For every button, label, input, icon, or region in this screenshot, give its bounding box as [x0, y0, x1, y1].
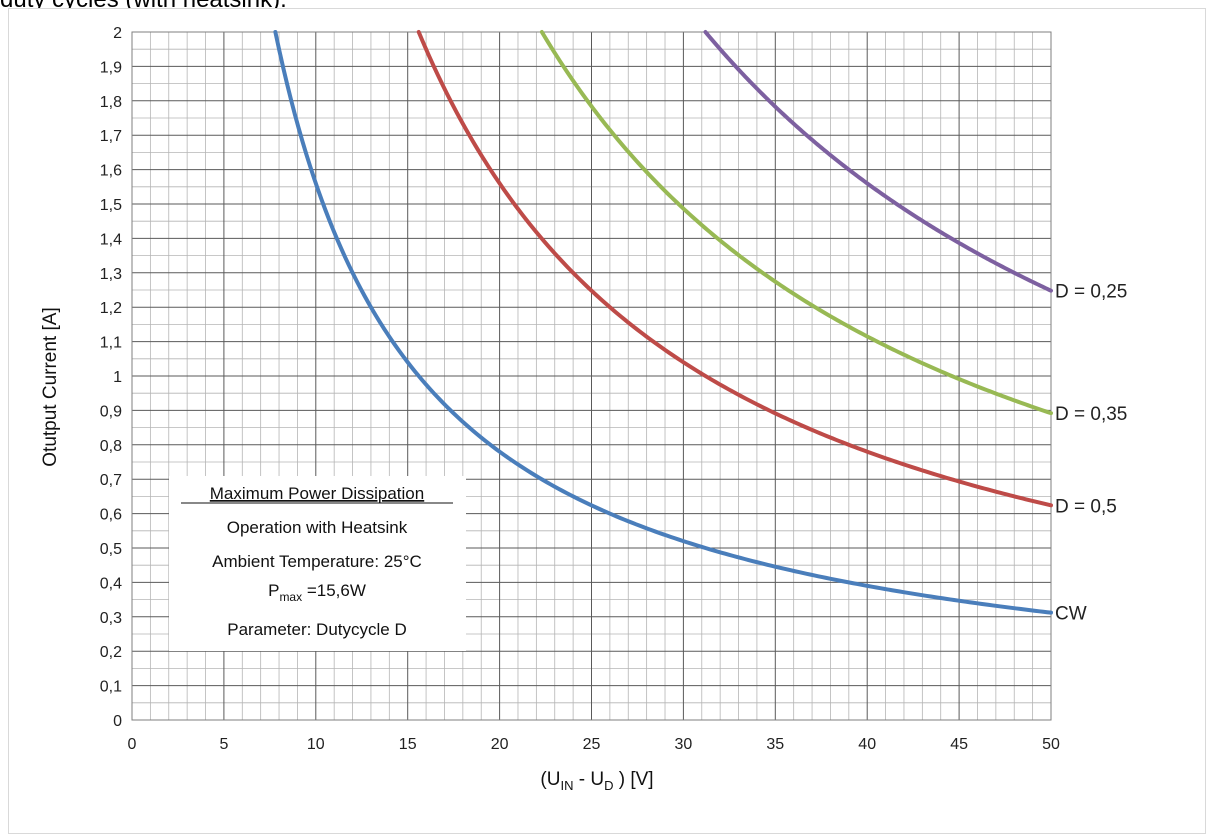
series-line [273, 30, 1053, 615]
y-tick-label: 0,8 [100, 438, 122, 455]
annotation-title: Maximum Power Dissipation [210, 484, 424, 503]
annotation-ambient-temperature: Ambient Temperature: 25°C [212, 552, 422, 571]
annotation-box: Maximum Power Dissipation Operation with… [169, 476, 466, 651]
series-end-label: D = 0,25 [1055, 282, 1127, 303]
y-tick-label: 0,9 [100, 403, 122, 420]
x-tick-label: 50 [1042, 736, 1060, 753]
y-tick-label: 0,3 [100, 610, 122, 627]
x-tick-label: 25 [583, 736, 601, 753]
series-end-label: CW [1055, 604, 1087, 625]
series-end-labels: CW D = 0,5 D = 0,35 D = 0,25 [1055, 282, 1127, 625]
y-tick-label: 0,6 [100, 507, 122, 524]
y-tick-label: 1,3 [100, 266, 122, 283]
plot-area-border [131, 31, 1052, 721]
pmax-subscript: max [279, 590, 302, 604]
x-tick-label: 30 [675, 736, 693, 753]
x-tick-label: 35 [766, 736, 784, 753]
x-tick-label: 40 [858, 736, 876, 753]
annotation-pmax: Pmax =15,6W [268, 581, 366, 604]
y-tick-label: 1,4 [100, 231, 122, 248]
chart-frame: 0 5 10 15 20 25 30 35 40 45 50 0 0,1 0,2 0,3 0,4 0,5 0,6… [8, 8, 1206, 834]
power-dissipation-chart: 0 5 10 15 20 25 30 35 40 45 50 0 0,1 0,2 0,3 0,4 0,5 0,6… [40, 25, 1127, 793]
pmax-symbol: P [268, 581, 279, 600]
x-tick-label: 15 [399, 736, 417, 753]
y-tick-label: 0,7 [100, 472, 122, 489]
series-curves [273, 30, 1053, 615]
y-tick-label: 1,6 [100, 163, 122, 180]
y-tick-label: 0,5 [100, 541, 122, 558]
y-tick-label: 2 [113, 25, 122, 42]
y-tick-label: 1,5 [100, 197, 122, 214]
y-tick-label: 0,2 [100, 644, 122, 661]
pmax-value: =15,6W [302, 581, 366, 600]
annotation-background [169, 476, 466, 651]
series-line [539, 30, 1053, 416]
x-tick-label: 0 [128, 736, 137, 753]
annotation-heatsink: Operation with Heatsink [227, 518, 408, 537]
y-axis-title: Otutput Current [A] [40, 307, 61, 466]
x-tick-label: 5 [219, 736, 228, 753]
series-line [416, 30, 1053, 508]
y-tick-label: 0,1 [100, 679, 122, 696]
y-tick-label: 1,9 [100, 59, 122, 76]
y-axis-tick-labels: 0 0,1 0,2 0,3 0,4 0,5 0,6 0,7 0,8 0,9 1 1,1 1,2 1,3 1,… [100, 25, 122, 730]
y-tick-label: 1,1 [100, 335, 122, 352]
annotation-parameter: Parameter: Dutycycle D [227, 620, 407, 639]
y-tick-label: 0 [113, 713, 122, 730]
x-tick-label: 10 [307, 736, 325, 753]
y-tick-label: 1,8 [100, 94, 122, 111]
x-tick-label: 45 [950, 736, 968, 753]
x-tick-label: 20 [491, 736, 509, 753]
series-line [703, 30, 1053, 293]
series-end-label: D = 0,35 [1055, 404, 1127, 425]
y-tick-label: 1 [113, 369, 122, 386]
series-end-label: D = 0,5 [1055, 496, 1117, 517]
y-tick-label: 1,2 [100, 300, 122, 317]
x-axis-tick-labels: 0 5 10 15 20 25 30 35 40 45 50 [128, 736, 1060, 753]
y-tick-label: 1,7 [100, 128, 122, 145]
x-axis-title: (UIN - UD ) [V] [540, 769, 653, 793]
y-tick-label: 0,4 [100, 575, 122, 592]
